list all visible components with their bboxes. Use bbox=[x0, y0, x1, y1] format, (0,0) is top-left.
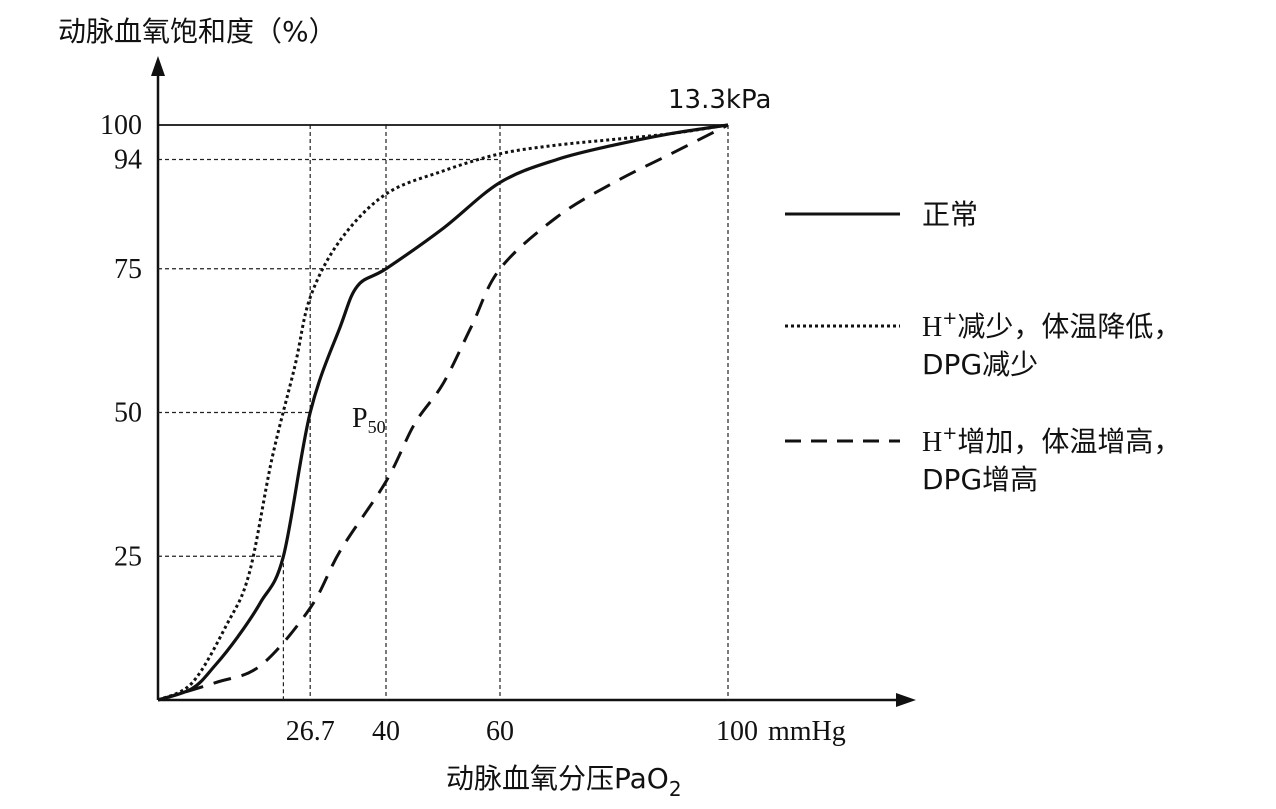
x-tick-label: 60 bbox=[486, 716, 514, 747]
p50-letter: P bbox=[352, 403, 368, 434]
legend-h-letter-2: H bbox=[922, 427, 942, 458]
legend-label-decrease-line2: DPG减少 bbox=[922, 348, 1038, 381]
legend-label-normal: 正常 bbox=[922, 198, 978, 231]
p50-label: P50 bbox=[352, 403, 386, 437]
legend-h-letter: H bbox=[922, 312, 942, 343]
y-tick-label: 50 bbox=[114, 398, 142, 429]
p50-subscript: 50 bbox=[368, 417, 386, 437]
curve-normal bbox=[157, 123, 729, 702]
y-tick-label: 75 bbox=[114, 254, 142, 285]
legend-h-plus: + bbox=[942, 308, 957, 329]
y-tick-label: 25 bbox=[114, 541, 142, 572]
x-unit-label: mmHg bbox=[768, 716, 846, 747]
y-axis-arrow bbox=[151, 56, 165, 76]
legend-decrease-text: 减少，体温降低， bbox=[957, 310, 1181, 343]
x-tick-label: 40 bbox=[372, 716, 400, 747]
x-tick-label: 100 bbox=[716, 716, 758, 747]
y-axis-title: 动脉血氧饱和度（%） bbox=[58, 15, 337, 48]
legend-increase-text: 增加，体温增高， bbox=[957, 425, 1181, 458]
curve-right-shift bbox=[157, 123, 729, 702]
x-axis-title-main: 动脉血氧分压PaO bbox=[446, 762, 669, 795]
legend-h-plus-2: + bbox=[942, 423, 957, 444]
reference-lines bbox=[158, 124, 729, 700]
y-tick-label: 100 bbox=[100, 110, 142, 141]
x-axis-title: 动脉血氧分压PaO2 bbox=[446, 762, 682, 801]
curve-left-shift bbox=[157, 123, 729, 702]
top-annotation: 13.3kPa bbox=[668, 85, 771, 115]
curves bbox=[157, 123, 729, 702]
legend-label-increase-line2: DPG增高 bbox=[922, 463, 1038, 496]
x-axis-arrow bbox=[896, 693, 916, 707]
x-axis-title-subscript: 2 bbox=[669, 777, 682, 801]
x-tick-label: 26.7 bbox=[286, 716, 335, 747]
legend-label-decrease-line1: H+减少，体温降低， bbox=[922, 308, 1181, 343]
y-tick-label: 94 bbox=[114, 145, 142, 176]
legend: 正常 H+减少，体温降低， DPG减少 H+增加，体温增高， DPG增高 bbox=[785, 198, 1181, 496]
legend-label-increase-line1: H+增加，体温增高， bbox=[922, 423, 1181, 458]
tick-labels: 25 50 75 94 100 26.7 40 60 100 bbox=[100, 110, 758, 747]
